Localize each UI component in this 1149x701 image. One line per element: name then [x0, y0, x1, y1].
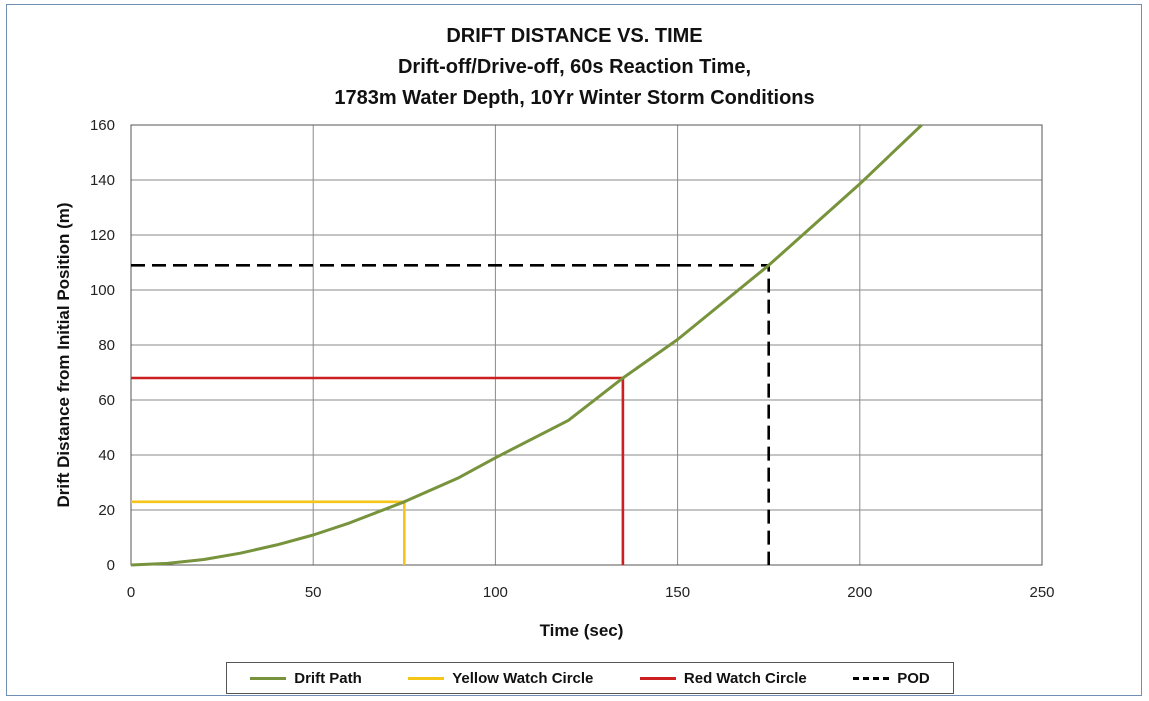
series-line-drift-path	[130, 123, 923, 567]
chart-frame	[6, 4, 1142, 696]
chart-title: DRIFT DISTANCE VS. TIME	[446, 25, 703, 47]
legend-label-drift-path: Drift Path	[294, 669, 362, 687]
x-tick-label: 200	[847, 584, 872, 601]
y-tick-label: 140	[90, 172, 115, 189]
y-tick-label: 0	[107, 557, 115, 574]
x-tick-label: 100	[483, 584, 508, 601]
x-tick-label: 0	[127, 584, 135, 601]
plot-area-border	[130, 124, 1043, 566]
legend-label-pod: POD	[897, 669, 930, 687]
x-axis-title: Time (sec)	[540, 621, 624, 640]
legend-swatch-pod	[853, 676, 890, 680]
chart-subtitle-line-2: 1783m Water Depth, 10Yr Winter Storm Con…	[334, 87, 815, 109]
legend-item-yellow-watch-circle: Yellow Watch Circle	[408, 670, 593, 687]
y-tick-label: 40	[98, 447, 115, 464]
y-tick-label: 160	[90, 117, 115, 134]
series-line-yellow-watch-circle	[131, 500, 406, 565]
y-tick-label: 100	[90, 282, 115, 299]
y-tick-label: 80	[98, 337, 115, 354]
legend-swatch-drift-path	[250, 676, 287, 680]
legend-swatch-yellow-watch-circle	[408, 676, 445, 680]
legend-item-red-watch-circle: Red Watch Circle	[639, 669, 807, 687]
x-tick-label: 250	[1029, 584, 1054, 601]
y-axis-title: Drift Distance from Initial Position (m)	[54, 202, 73, 507]
legend-label-yellow-watch-circle: Yellow Watch Circle	[452, 669, 594, 687]
y-tick-label: 60	[98, 392, 115, 409]
chart-subtitle-line-1: Drift-off/Drive-off, 60s Reaction Time,	[397, 56, 752, 78]
legend-swatch-red-watch-circle	[639, 676, 676, 680]
x-tick-label: 50	[305, 584, 322, 601]
legend-label-red-watch-circle: Red Watch Circle	[683, 669, 807, 687]
y-tick-label: 20	[98, 502, 115, 519]
series-line-pod	[131, 263, 771, 565]
series-line-red-watch-circle	[131, 376, 625, 565]
legend-item-drift-path: Drift Path	[250, 670, 362, 687]
x-tick-label: 150	[665, 584, 690, 601]
y-tick-label: 120	[90, 227, 115, 244]
legend: Drift Path Yellow Watch Circle Red Watch…	[226, 662, 954, 694]
legend-item-pod: POD	[853, 670, 930, 687]
